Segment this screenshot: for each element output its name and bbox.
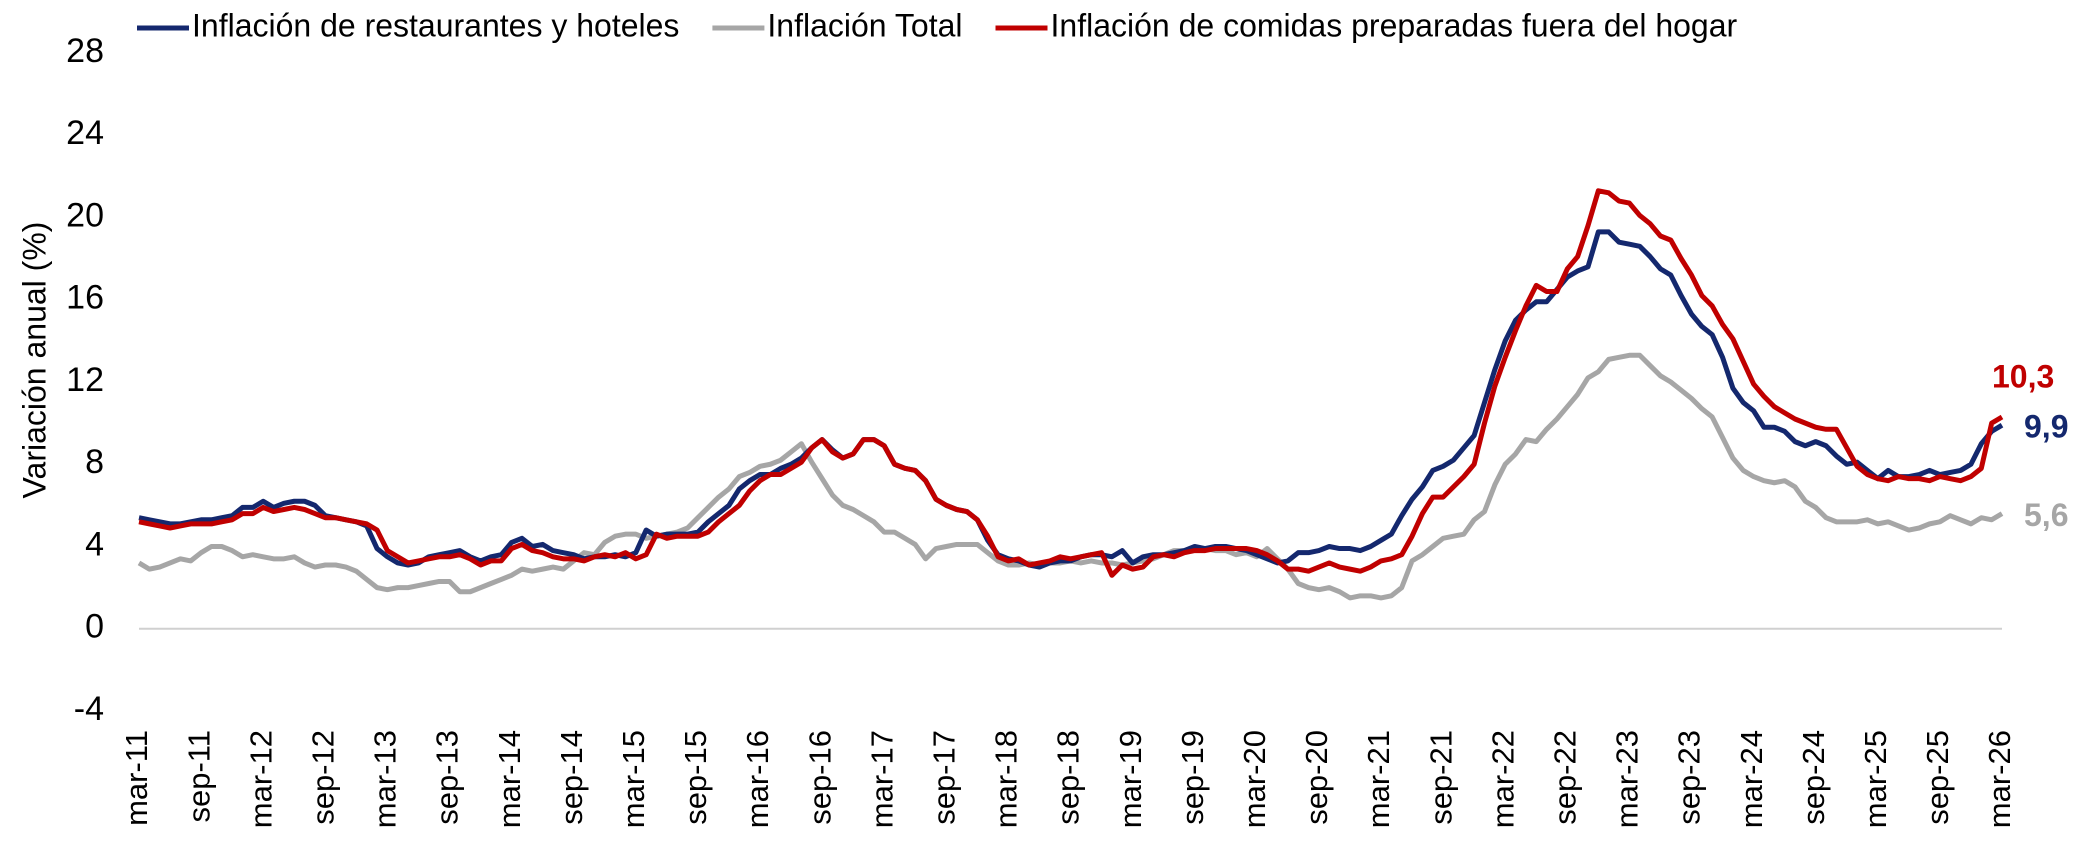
legend-label: Inflación de comidas preparadas fuera de… — [1051, 7, 1738, 43]
y-tick-label: 16 — [66, 279, 104, 317]
x-tick-label: mar-22 — [1485, 730, 1520, 828]
x-tick-label: mar-20 — [1237, 730, 1272, 828]
x-tick-label: mar-14 — [492, 730, 527, 828]
legend-label: Inflación de restaurantes y hoteles — [192, 7, 679, 43]
x-tick-label: sep-22 — [1547, 730, 1582, 825]
x-tick-label: sep-24 — [1796, 730, 1831, 825]
x-tick-label: mar-12 — [243, 730, 278, 828]
x-tick-label: sep-21 — [1423, 730, 1458, 825]
value-label: 5,6 — [2024, 497, 2068, 533]
x-tick-label: mar-23 — [1610, 730, 1645, 828]
y-tick-label: 20 — [66, 196, 104, 234]
value-label: 10,3 — [1992, 358, 2054, 394]
y-tick-label: 8 — [85, 443, 104, 481]
x-tick-label: mar-19 — [1113, 730, 1148, 828]
x-tick-label: sep-12 — [305, 730, 340, 825]
x-tick-label: sep-17 — [926, 730, 961, 825]
x-tick-label: sep-13 — [430, 730, 465, 825]
y-tick-label: 28 — [66, 32, 104, 70]
x-tick-label: mar-21 — [1361, 730, 1396, 828]
y-tick-label: 12 — [66, 361, 104, 399]
x-tick-label: mar-11 — [119, 730, 154, 826]
series-line — [138, 229, 2004, 570]
y-tick-label: 24 — [66, 114, 104, 152]
x-tick-label: mar-25 — [1858, 730, 1893, 828]
y-tick-label: 4 — [85, 525, 104, 563]
x-tick-label: sep-23 — [1672, 730, 1707, 825]
x-tick-label: sep-20 — [1299, 730, 1334, 825]
series-line — [138, 188, 2004, 578]
x-tick-label: sep-18 — [1051, 730, 1086, 825]
x-tick-label: mar-15 — [616, 730, 651, 828]
x-tick-label: sep-11 — [181, 730, 216, 823]
value-label: 9,9 — [2024, 409, 2068, 445]
x-tick-label: mar-26 — [1982, 730, 2017, 828]
x-tick-label: sep-25 — [1920, 730, 1955, 825]
y-tick-label: 0 — [85, 608, 104, 646]
legend-label: Inflación Total — [767, 7, 962, 43]
x-tick-label: sep-15 — [678, 730, 713, 825]
x-tick-label: mar-16 — [740, 730, 775, 828]
x-tick-label: mar-13 — [368, 730, 403, 828]
x-tick-label: sep-14 — [554, 730, 589, 825]
x-tick-label: sep-19 — [1175, 730, 1210, 825]
y-axis-title: Variación anual (%) — [16, 222, 52, 499]
x-tick-label: sep-16 — [802, 730, 837, 825]
x-tick-label: mar-24 — [1734, 730, 1769, 828]
y-tick-label: -4 — [74, 690, 104, 728]
x-tick-label: mar-17 — [864, 730, 899, 828]
x-tick-label: mar-18 — [989, 730, 1024, 828]
